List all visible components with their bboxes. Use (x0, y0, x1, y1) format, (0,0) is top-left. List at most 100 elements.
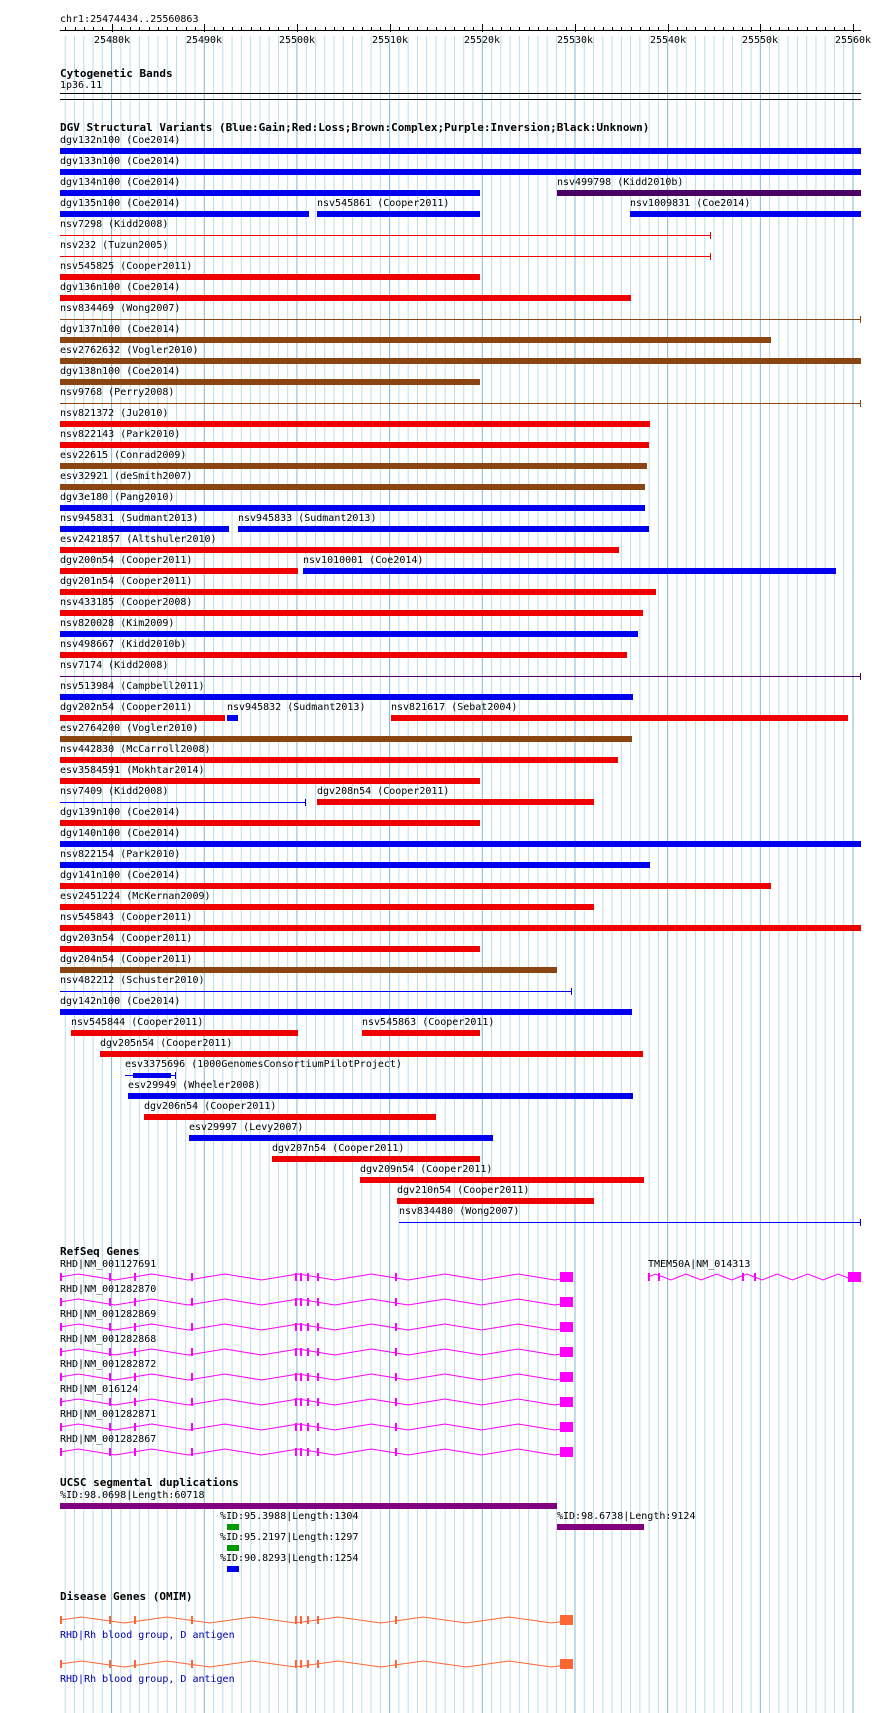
refseq-gene-label[interactable]: RHD|NM_001127691 (60, 1259, 157, 1270)
dgv-feature-label[interactable]: dgv133n100 (Coe2014) (60, 156, 181, 167)
dgv-feature-label[interactable]: esv22615 (Conrad2009) (60, 450, 187, 461)
dgv-feature-label[interactable]: esv3375696 (1000GenomesConsortiumPilotPr… (125, 1059, 402, 1070)
cytoband-track-title[interactable]: Cytogenetic Bands (60, 67, 173, 80)
refseq-gene-label[interactable]: RHD|NM_001282871 (60, 1409, 157, 1420)
dgv-feature-bar[interactable] (60, 421, 650, 427)
dgv-feature-bar[interactable] (60, 820, 480, 826)
dgv-feature-bar[interactable] (60, 274, 480, 280)
dgv-feature-bar[interactable] (60, 652, 627, 658)
dgv-feature-label[interactable]: dgv201n54 (Cooper2011) (60, 576, 193, 587)
refseq-gene-model[interactable] (60, 1345, 574, 1359)
dgv-feature-label[interactable]: nsv545843 (Cooper2011) (60, 912, 193, 923)
refseq-gene-label[interactable]: RHD|NM_001282872 (60, 1359, 157, 1370)
dgv-feature-label[interactable]: nsv7174 (Kidd2008) (60, 660, 169, 671)
dgv-feature-label[interactable]: dgv142n100 (Coe2014) (60, 996, 181, 1007)
dgv-feature-bar[interactable] (397, 1198, 594, 1204)
dgv-feature-bar[interactable] (60, 190, 480, 196)
dgv-feature-bar[interactable] (399, 1222, 861, 1223)
dgv-feature-bar[interactable] (60, 547, 619, 553)
dgv-feature-label[interactable]: dgv207n54 (Cooper2011) (272, 1143, 405, 1154)
dgv-feature-bar[interactable] (144, 1114, 436, 1120)
dgv-feature-label[interactable]: dgv205n54 (Cooper2011) (100, 1038, 233, 1049)
dgv-feature-label[interactable]: dgv203n54 (Cooper2011) (60, 933, 193, 944)
dgv-feature-label[interactable]: nsv433185 (Cooper2008) (60, 597, 193, 608)
dgv-feature-bar[interactable] (60, 778, 480, 784)
dgv-feature-bar[interactable] (60, 526, 229, 532)
segdup-bar[interactable] (60, 1503, 557, 1509)
refseq-gene-model[interactable] (60, 1320, 574, 1334)
segdup-bar[interactable] (227, 1566, 239, 1572)
dgv-feature-label[interactable]: esv2451224 (McKernan2009) (60, 891, 211, 902)
dgv-feature-label[interactable]: nsv945832 (Sudmant2013) (227, 702, 366, 713)
dgv-feature-label[interactable]: esv32921 (deSmith2007) (60, 471, 193, 482)
refseq-gene-label-tmem50a[interactable]: TMEM50A|NM_014313 (648, 1259, 751, 1270)
refseq-gene-model[interactable] (60, 1395, 574, 1409)
dgv-feature-bar[interactable] (100, 1051, 643, 1057)
dgv-feature-label[interactable]: nsv820028 (Kim2009) (60, 618, 175, 629)
dgv-feature-bar[interactable] (60, 802, 306, 803)
dgv-feature-label[interactable]: nsv545861 (Cooper2011) (317, 198, 450, 209)
dgv-feature-label[interactable]: nsv822143 (Park2010) (60, 429, 181, 440)
segdup-label[interactable]: %ID:98.6738|Length:9124 (557, 1511, 696, 1522)
dgv-feature-label[interactable]: esv2762632 (Vogler2010) (60, 345, 199, 356)
refseq-gene-label[interactable]: RHD|NM_001282867 (60, 1434, 157, 1445)
dgv-feature-label[interactable]: nsv545863 (Cooper2011) (362, 1017, 495, 1028)
dgv-feature-label[interactable]: nsv442830 (McCarroll2008) (60, 744, 211, 755)
dgv-feature-bar[interactable] (60, 211, 309, 217)
dgv-feature-label[interactable]: esv29997 (Levy2007) (189, 1122, 304, 1133)
refseq-gene-model[interactable] (60, 1295, 574, 1309)
dgv-feature-bar[interactable] (60, 676, 861, 677)
dgv-feature-bar[interactable] (60, 694, 633, 700)
dgv-feature-bar[interactable] (60, 946, 480, 952)
dgv-feature-label[interactable]: nsv232 (Tuzun2005) (60, 240, 169, 251)
dgv-feature-bar[interactable] (303, 568, 836, 574)
refseq-gene-model[interactable] (648, 1270, 862, 1284)
dgv-feature-label[interactable]: nsv513984 (Campbell2011) (60, 681, 205, 692)
refseq-gene-model[interactable] (60, 1445, 574, 1459)
dgv-feature-bar[interactable] (60, 358, 861, 364)
dgv-feature-bar[interactable] (272, 1156, 480, 1162)
dgv-feature-label[interactable]: esv2764200 (Vogler2010) (60, 723, 199, 734)
dgv-feature-bar[interactable] (60, 715, 225, 721)
dgv-feature-label[interactable]: dgv136n100 (Coe2014) (60, 282, 181, 293)
omim-gene-model[interactable] (60, 1613, 574, 1627)
dgv-feature-bar[interactable] (60, 736, 632, 742)
dgv-feature-bar[interactable] (189, 1135, 493, 1141)
dgv-feature-label[interactable]: nsv834480 (Wong2007) (399, 1206, 520, 1217)
segdup-label[interactable]: %ID:95.2197|Length:1297 (220, 1532, 359, 1543)
dgv-feature-bar[interactable] (317, 799, 594, 805)
dgv-feature-label[interactable]: dgv132n100 (Coe2014) (60, 135, 181, 146)
dgv-feature-bar[interactable] (60, 991, 572, 992)
segdup-label[interactable]: %ID:98.0698|Length:60718 (60, 1490, 205, 1501)
dgv-feature-bar[interactable] (60, 379, 480, 385)
refseq-gene-model[interactable] (60, 1420, 574, 1434)
dgv-feature-bar[interactable] (60, 505, 645, 511)
dgv-feature-label[interactable]: dgv139n100 (Coe2014) (60, 807, 181, 818)
dgv-feature-bar[interactable] (60, 442, 649, 448)
dgv-feature-bar[interactable] (362, 1030, 480, 1036)
omim-track-title[interactable]: Disease Genes (OMIM) (60, 1590, 193, 1603)
omim-gene-label[interactable]: RHD|Rh blood group, D antigen (60, 1674, 235, 1685)
dgv-feature-label[interactable]: dgv3e180 (Pang2010) (60, 492, 175, 503)
refseq-gene-model[interactable] (60, 1270, 574, 1284)
dgv-feature-label[interactable]: esv29949 (Wheeler2008) (128, 1080, 261, 1091)
dgv-feature-bar[interactable] (60, 463, 647, 469)
dgv-feature-label[interactable]: nsv834469 (Wong2007) (60, 303, 181, 314)
omim-gene-label[interactable]: RHD|Rh blood group, D antigen (60, 1630, 235, 1641)
dgv-feature-label[interactable]: dgv138n100 (Coe2014) (60, 366, 181, 377)
dgv-feature-label[interactable]: nsv7298 (Kidd2008) (60, 219, 169, 230)
segdup-label[interactable]: %ID:95.3988|Length:1304 (220, 1511, 359, 1522)
dgv-feature-label[interactable]: nsv821372 (Ju2010) (60, 408, 169, 419)
dgv-feature-label[interactable]: nsv945833 (Sudmant2013) (238, 513, 377, 524)
dgv-feature-label[interactable]: dgv134n100 (Coe2014) (60, 177, 181, 188)
dgv-feature-bar[interactable] (128, 1093, 633, 1099)
segdup-bar[interactable] (227, 1524, 239, 1530)
dgv-feature-label[interactable]: nsv9768 (Perry2008) (60, 387, 175, 398)
dgv-feature-label[interactable]: dgv208n54 (Cooper2011) (317, 786, 450, 797)
dgv-feature-label[interactable]: dgv206n54 (Cooper2011) (144, 1101, 277, 1112)
dgv-feature-label[interactable]: nsv1010001 (Coe2014) (303, 555, 424, 566)
dgv-feature-bar[interactable] (317, 211, 480, 217)
dgv-feature-bar[interactable] (60, 295, 631, 301)
segdup-label[interactable]: %ID:90.8293|Length:1254 (220, 1553, 359, 1564)
dgv-feature-label[interactable]: dgv204n54 (Cooper2011) (60, 954, 193, 965)
